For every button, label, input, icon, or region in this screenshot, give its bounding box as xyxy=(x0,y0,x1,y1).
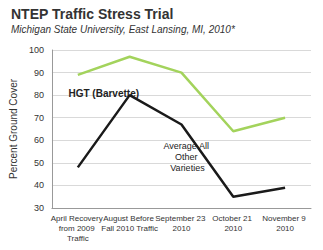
svg-text:30: 30 xyxy=(34,203,44,213)
svg-text:50: 50 xyxy=(34,158,44,168)
svg-text:April Recovery: April Recovery xyxy=(51,214,105,223)
svg-text:Michigan State University, Eas: Michigan State University, East Lansing,… xyxy=(11,24,236,35)
svg-text:October 21: October 21 xyxy=(212,214,254,223)
svg-text:Average All: Average All xyxy=(164,141,212,151)
svg-text:60: 60 xyxy=(34,135,44,145)
svg-text:from 2009: from 2009 xyxy=(59,224,97,233)
svg-text:2010: 2010 xyxy=(224,224,242,233)
svg-text:100: 100 xyxy=(29,45,44,55)
svg-text:70: 70 xyxy=(34,113,44,123)
svg-text:40: 40 xyxy=(34,180,44,190)
svg-text:September 23: September 23 xyxy=(155,214,207,223)
svg-text:Traffic: Traffic xyxy=(67,234,89,243)
svg-text:90: 90 xyxy=(34,68,44,78)
svg-text:Percent Ground Cover: Percent Ground Cover xyxy=(8,78,19,179)
svg-text:November 9: November 9 xyxy=(262,214,308,223)
svg-text:Fall 2010 Traffic: Fall 2010 Traffic xyxy=(101,224,158,233)
svg-text:2010: 2010 xyxy=(276,224,294,233)
svg-text:Other: Other xyxy=(175,152,200,162)
svg-text:August Before: August Before xyxy=(103,214,156,223)
svg-text:HGT (Barvette): HGT (Barvette) xyxy=(68,88,139,100)
svg-text:2010: 2010 xyxy=(173,224,191,233)
svg-text:80: 80 xyxy=(34,90,44,100)
svg-text:NTEP Traffic Stress Trial: NTEP Traffic Stress Trial xyxy=(11,6,173,22)
svg-text:Varieties: Varieties xyxy=(170,163,205,173)
